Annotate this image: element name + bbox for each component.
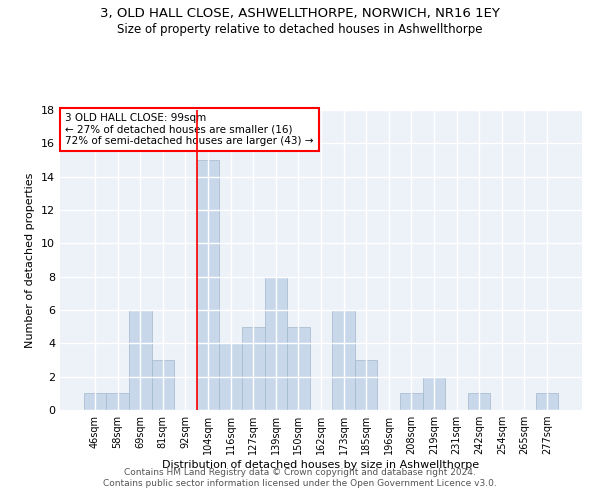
Bar (84, 394, 106, 410)
Bar (220, 344, 242, 410)
Text: Contains HM Land Registry data © Crown copyright and database right 2024.
Contai: Contains HM Land Registry data © Crown c… (103, 468, 497, 487)
X-axis label: Distribution of detached houses by size in Ashwellthorpe: Distribution of detached houses by size … (163, 460, 479, 470)
Bar (332, 310, 355, 410)
Bar (422, 376, 445, 410)
Bar (197, 160, 220, 410)
Bar (152, 360, 174, 410)
Text: 3 OLD HALL CLOSE: 99sqm
← 27% of detached houses are smaller (16)
72% of semi-de: 3 OLD HALL CLOSE: 99sqm ← 27% of detache… (65, 113, 314, 146)
Bar (129, 310, 152, 410)
Text: Size of property relative to detached houses in Ashwellthorpe: Size of property relative to detached ho… (117, 22, 483, 36)
Y-axis label: Number of detached properties: Number of detached properties (25, 172, 35, 348)
Bar (468, 394, 490, 410)
Bar (242, 326, 265, 410)
Bar (355, 360, 377, 410)
Bar (536, 394, 558, 410)
Bar (106, 394, 129, 410)
Bar (265, 276, 287, 410)
Bar (400, 394, 422, 410)
Text: 3, OLD HALL CLOSE, ASHWELLTHORPE, NORWICH, NR16 1EY: 3, OLD HALL CLOSE, ASHWELLTHORPE, NORWIC… (100, 8, 500, 20)
Bar (287, 326, 310, 410)
